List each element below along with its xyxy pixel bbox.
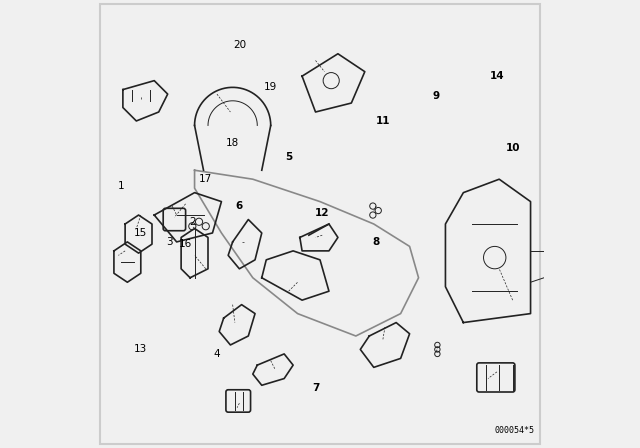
- Text: 12: 12: [315, 208, 330, 218]
- Text: 4: 4: [214, 349, 220, 359]
- Text: 15: 15: [134, 228, 147, 238]
- Text: 11: 11: [376, 116, 390, 126]
- Text: 13: 13: [134, 345, 147, 354]
- Text: 5: 5: [285, 152, 292, 162]
- Text: 2: 2: [189, 217, 196, 227]
- Text: 17: 17: [199, 174, 212, 184]
- Text: 7: 7: [312, 383, 319, 392]
- Text: 9: 9: [433, 91, 440, 101]
- Text: 8: 8: [372, 237, 380, 247]
- Text: 19: 19: [264, 82, 277, 92]
- Text: 20: 20: [233, 40, 246, 50]
- Text: 3: 3: [166, 237, 173, 247]
- Text: 16: 16: [179, 239, 192, 249]
- Text: 000054*5: 000054*5: [495, 426, 535, 435]
- Text: 10: 10: [506, 143, 520, 153]
- Text: 14: 14: [490, 71, 504, 81]
- Text: 18: 18: [226, 138, 239, 148]
- Text: 6: 6: [236, 201, 243, 211]
- Text: 1: 1: [117, 181, 124, 191]
